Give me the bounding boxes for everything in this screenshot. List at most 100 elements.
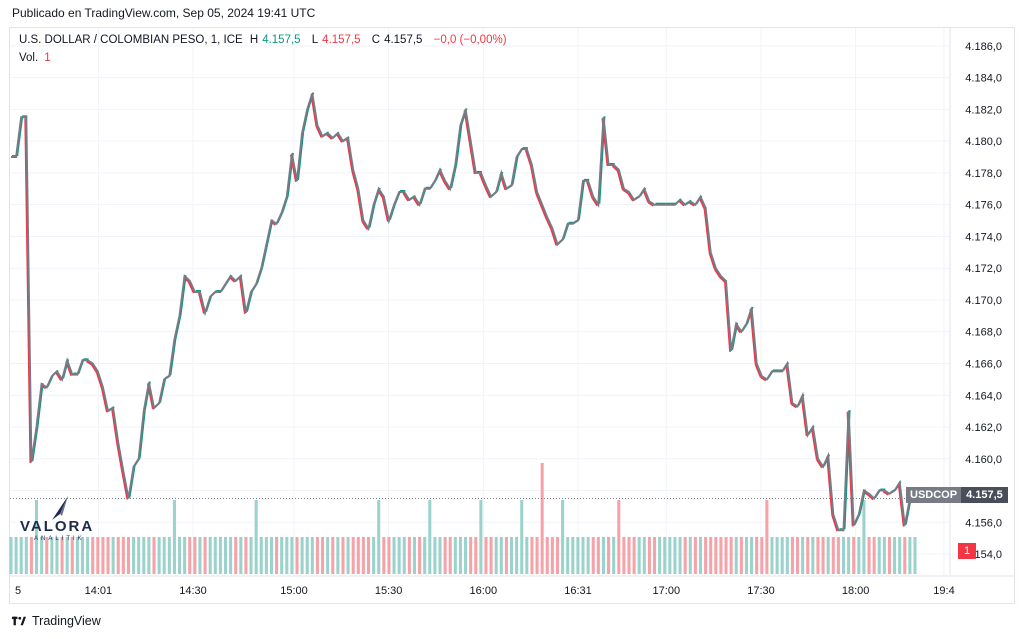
- down-segment: [116, 443, 124, 473]
- volume-bar: [428, 500, 432, 574]
- down-segment: [351, 170, 359, 191]
- y-tick-label: 4.174,0: [965, 231, 1002, 243]
- down-segment: [55, 371, 62, 381]
- volume-bar: [285, 537, 289, 574]
- down-segment: [867, 493, 874, 501]
- volume-bar: [382, 537, 386, 574]
- volume-bar: [831, 537, 835, 574]
- volume-bar: [448, 537, 452, 574]
- down-segment: [100, 388, 109, 413]
- volume-bar: [678, 537, 682, 574]
- volume-bar: [535, 537, 539, 574]
- x-tick-label: 5: [15, 585, 21, 597]
- volume-bar: [269, 537, 274, 574]
- down-segment: [760, 376, 767, 382]
- volume-bar: [872, 537, 876, 574]
- volume-bar: [596, 537, 600, 574]
- x-tick-label: 17:30: [747, 585, 775, 597]
- volume-bar: [612, 537, 616, 574]
- down-segment: [719, 276, 726, 283]
- down-segment: [438, 170, 446, 183]
- volume-bar: [821, 537, 825, 574]
- down-segment: [826, 456, 834, 516]
- logo-icon: [52, 496, 68, 520]
- legend-low: L 4.157,5: [311, 34, 361, 46]
- volume-bar: [244, 537, 248, 574]
- legend-change: −0,0 (−0,00%): [433, 34, 507, 46]
- down-segment: [524, 149, 532, 167]
- volume-bar: [571, 537, 575, 574]
- volume-bar: [734, 537, 738, 574]
- down-segment: [121, 472, 129, 500]
- volume-bar: [688, 537, 692, 574]
- valora-logo: VALORA ANALITIK: [20, 496, 100, 546]
- volume-bar: [45, 537, 49, 574]
- volume-bar: [882, 537, 886, 574]
- volume-bar: [264, 537, 268, 574]
- down-segment: [484, 186, 491, 199]
- volume-bar: [469, 537, 473, 574]
- volume-bar: [494, 537, 498, 574]
- volume-bar: [132, 537, 136, 574]
- volume-bar: [530, 537, 534, 574]
- volume-bar: [305, 537, 309, 574]
- volume-bar: [407, 537, 411, 574]
- volume-bar: [259, 537, 263, 574]
- down-segment: [616, 170, 624, 191]
- volume-bar: [826, 537, 830, 574]
- y-tick-label: 4.168,0: [965, 327, 1002, 339]
- y-tick-label: 4.170,0: [965, 295, 1002, 307]
- volume-bar: [223, 537, 228, 574]
- volume-bar: [658, 537, 662, 574]
- x-tick-label: 15:00: [280, 585, 308, 597]
- logo-sub: ANALITIK: [34, 536, 85, 542]
- volume-legend[interactable]: Vol. 1: [19, 52, 51, 64]
- volume-bar: [811, 537, 815, 574]
- down-segment: [688, 201, 695, 207]
- volume-bar: [106, 537, 110, 574]
- volume-bars: [9, 463, 917, 574]
- tradingview-footer[interactable]: TradingView: [12, 614, 101, 628]
- published-caption: Publicado en TradingView.com, Sep 05, 20…: [12, 6, 316, 20]
- volume-bar: [816, 537, 820, 574]
- down-segment: [790, 403, 798, 409]
- volume-bar: [86, 537, 90, 574]
- down-segment: [468, 142, 476, 175]
- chart-frame[interactable]: [9, 27, 1015, 604]
- volume-bar: [137, 537, 141, 574]
- x-tick-label: 16:00: [470, 585, 498, 597]
- volume-bar: [893, 537, 897, 574]
- y-tick-label: 4.156,0: [965, 517, 1002, 529]
- grid: [10, 28, 1014, 577]
- volume-bar: [75, 537, 79, 574]
- volume-bar: [540, 463, 544, 574]
- volume-bar: [458, 537, 462, 574]
- volume-bar: [443, 537, 447, 574]
- volume-bar: [356, 537, 360, 574]
- down-segment: [535, 192, 543, 207]
- volume-bar: [637, 537, 641, 574]
- volume-bar: [351, 537, 355, 574]
- volume-bar: [744, 537, 748, 574]
- down-segment: [346, 138, 354, 171]
- y-tick-label: 4.178,0: [965, 168, 1002, 180]
- y-tick-label: 4.166,0: [965, 358, 1002, 370]
- volume-bar: [698, 537, 703, 574]
- volume-bar: [586, 537, 590, 574]
- volume-bar: [591, 537, 595, 574]
- volume-tag: 1: [958, 543, 976, 559]
- symbol-legend[interactable]: U.S. DOLLAR / COLOMBIAN PESO, 1, ICE H 4.…: [19, 34, 511, 46]
- volume-bar: [566, 537, 570, 574]
- volume-value: 1: [44, 52, 51, 64]
- volume-bar: [561, 500, 565, 574]
- volume-bar: [50, 537, 54, 574]
- volume-bar: [229, 537, 233, 574]
- volume-bar: [361, 537, 365, 574]
- y-tick-label: 4.176,0: [965, 200, 1002, 212]
- volume-bar: [724, 537, 728, 574]
- volume-bar: [193, 537, 197, 574]
- down-segment: [187, 281, 195, 294]
- volume-bar: [673, 537, 677, 574]
- y-tick-label: 4.164,0: [965, 390, 1002, 402]
